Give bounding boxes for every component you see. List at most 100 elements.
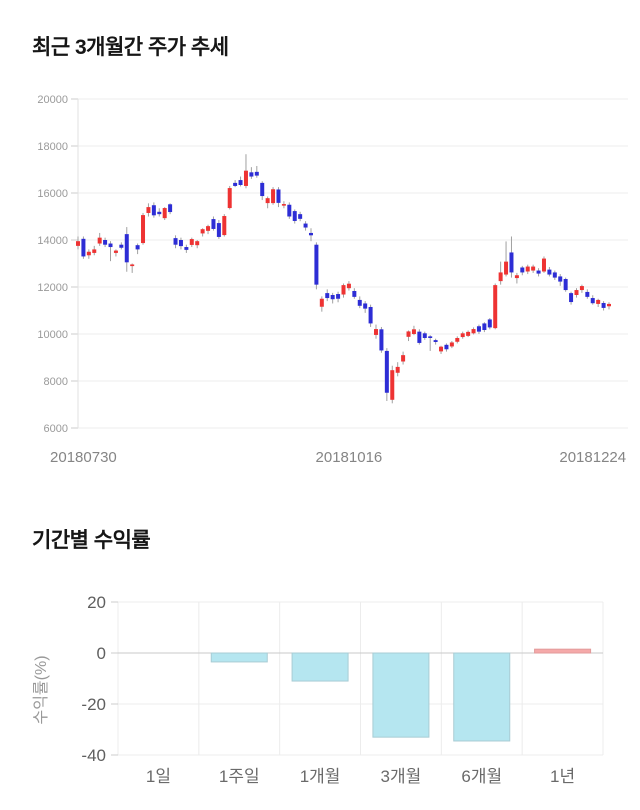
price-y-axis-labels: 20000 18000 16000 14000 12000 10000 8000 6000 [37,94,68,435]
price-candlestick-chart: 2000018000160001400012000100008000600020… [37,94,628,466]
candle [476,326,481,332]
candle [406,331,411,337]
svg-text:1일: 1일 [146,767,171,786]
svg-text:6개월: 6개월 [461,767,502,786]
candle [579,286,584,291]
candle [195,241,200,246]
candle [569,293,574,303]
candle [276,189,281,203]
svg-text:1주일: 1주일 [219,767,260,786]
candle [173,238,178,245]
return-bar [210,652,268,663]
candle [493,285,498,329]
candle [119,244,124,248]
candle [520,267,525,273]
candle [206,226,211,231]
candle [444,344,449,350]
candle [384,350,389,393]
svg-text:8000: 8000 [44,376,68,388]
candle [81,238,86,257]
svg-text:20000: 20000 [37,94,68,106]
candle [336,294,341,299]
candle [113,250,118,253]
candle [352,290,357,297]
candle [298,214,303,219]
candle [157,211,162,215]
price-chart-title: 최근 3개월간 주가 추세 [32,36,229,59]
candle [233,182,238,186]
candle [401,355,406,362]
candle [265,198,270,204]
candle [379,329,384,351]
returns-y-axis-labels: 20 0 -20 -40 [81,593,106,765]
candle [222,216,227,236]
candle [357,299,362,306]
candle [574,290,579,295]
candle [135,245,140,250]
candle [368,306,373,324]
candle [227,188,232,209]
candle [498,272,503,282]
candle [607,303,611,307]
candle [151,205,156,216]
candle [563,279,568,291]
candle [585,291,590,297]
candle [146,207,151,213]
candle [168,204,173,213]
return-bar [291,652,349,682]
candle [552,272,557,278]
returns-grid [111,601,604,756]
returns-chart-title: 기간별 수익률 [32,529,151,552]
candle [189,239,194,245]
candle [325,293,330,299]
candle [287,204,292,217]
price-grid [71,98,628,429]
candle [531,266,536,271]
candle [395,366,400,373]
svg-text:20180730: 20180730 [50,449,117,466]
svg-text:-40: -40 [81,746,106,765]
candle [487,319,492,328]
svg-text:-20: -20 [81,695,106,714]
candle [558,276,563,282]
candle [103,240,108,245]
candle [243,170,248,186]
candle [124,234,129,263]
candle [211,219,216,229]
candle [108,243,113,248]
candle [601,302,606,308]
candle [390,370,395,400]
candle [449,342,454,347]
candle [249,172,254,177]
candle [514,275,519,279]
candle [509,252,514,273]
returns-bar-chart: 20 0 -20 -40 1일 1주일 1개월 3개월 6개월 1년 수익률(%) [32,593,604,786]
candle [86,251,91,256]
price-x-axis-labels: 20180730 20181016 20181224 [50,449,626,466]
candle [471,329,476,334]
candle [422,333,427,338]
candle [216,223,221,237]
candle [504,261,509,275]
svg-text:수익률(%): 수익률(%) [32,655,50,724]
candle [346,283,351,289]
candle [238,180,243,186]
candle [439,346,444,352]
candle [341,285,346,295]
candle [97,237,102,244]
candle [482,323,487,331]
candle [433,340,438,342]
candle [363,303,368,309]
svg-text:10000: 10000 [37,329,68,341]
candle [76,241,80,246]
candle [466,331,471,336]
candle [411,329,416,334]
candle [92,249,97,253]
candle [200,229,205,234]
svg-text:14000: 14000 [37,235,68,247]
candle [292,211,297,221]
candle [271,189,276,204]
svg-text:1년: 1년 [550,767,575,786]
svg-text:3개월: 3개월 [381,767,422,786]
svg-text:0: 0 [97,644,106,663]
